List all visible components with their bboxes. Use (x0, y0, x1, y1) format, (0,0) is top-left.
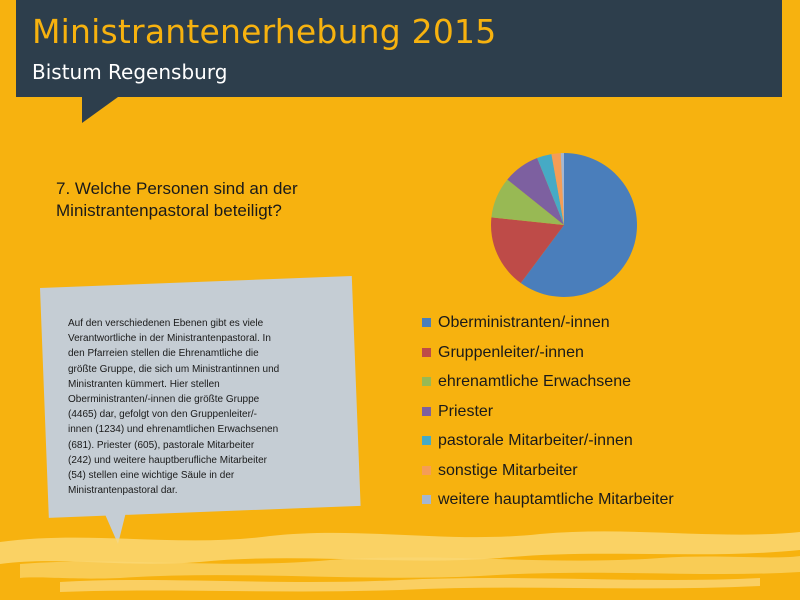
callout-line: (54) stellen eine wichtige Säule in der (68, 470, 235, 482)
header-notch (82, 97, 118, 123)
callout-line: größte Gruppe, die sich um Ministrantinn… (68, 363, 280, 375)
legend-swatch (422, 495, 431, 504)
callout-line: innen (1234) und ehrenamtlichen Erwachse… (68, 424, 279, 436)
legend-swatch (422, 406, 431, 416)
legend-swatch (422, 377, 431, 386)
legend-label: Oberministranten/-innen (438, 314, 610, 331)
callout-line: Ministranten kümmert. Hier stellen (68, 378, 220, 390)
callout-line: Oberministranten/-innen die größte Grupp… (68, 394, 260, 406)
page-subtitle: Bistum Regensburg (32, 60, 228, 84)
legend-label: sonstige Mitarbeiter (438, 461, 578, 479)
header-bar: Ministrantenerhebung 2015 Bistum Regensb… (16, 0, 782, 97)
pie-slice (560, 153, 564, 225)
pie-slice (490, 217, 564, 284)
pie-slice (491, 179, 564, 225)
legend-label: pastorale Mitarbeiter/-innen (438, 432, 633, 449)
pie-chart (490, 153, 637, 297)
callout-line: Auf den verschiedenen Ebenen gibt es vie… (68, 318, 264, 329)
legend-label: ehrenamtliche Erwachsene (438, 373, 631, 390)
callout-line: den Pfarreien stellen die Ehrenamtliche … (68, 348, 259, 360)
legend-label: Priester (438, 402, 494, 420)
callout-line: (242) und weitere hauptberufliche Mitarb… (68, 454, 267, 466)
question-text: 7. Welche Personen sind an der Ministran… (56, 178, 386, 222)
callout-text: Auf den verschiedenen Ebenen gibt es vie… (68, 316, 340, 498)
callout-line: Verantwortliche in der Ministrantenpasto… (68, 333, 271, 345)
legend-swatch (422, 465, 431, 475)
question-line: Ministrantenpastoral beteiligt? (56, 201, 282, 220)
legend-label: Gruppenleiter/-innen (438, 343, 584, 361)
pie-slice (551, 153, 564, 225)
legend-swatch (422, 318, 431, 327)
brush-stroke-decoration (0, 531, 800, 592)
callout-line: (681). Priester (605), pastorale Mitarbe… (68, 439, 255, 451)
legend-swatch (422, 436, 431, 445)
pie-slice (520, 153, 637, 297)
legend-label: weitere hauptamtliche Mitarbeiter (438, 491, 674, 508)
pie-slice (537, 154, 564, 225)
question-line: 7. Welche Personen sind an der (56, 179, 298, 198)
page-title: Ministrantenerhebung 2015 (32, 12, 497, 51)
callout-line: (4465) dar, gefolgt von den Gruppenleite… (68, 409, 258, 421)
callout-tail (104, 512, 126, 544)
callout-line: Ministrantenpastoral dar. (68, 485, 178, 497)
pie-slice (507, 158, 564, 225)
legend-swatch (422, 347, 431, 357)
